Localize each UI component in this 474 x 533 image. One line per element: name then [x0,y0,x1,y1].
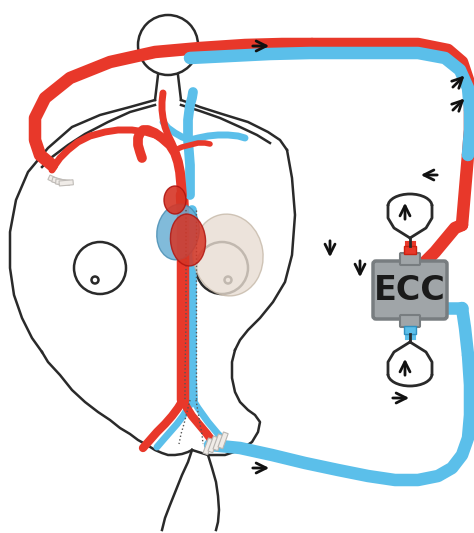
Ellipse shape [164,186,186,214]
FancyBboxPatch shape [400,315,420,327]
Bar [59,180,73,186]
Text: ECC: ECC [374,273,446,306]
Ellipse shape [157,204,199,260]
Bar [218,432,228,449]
Bar [48,175,63,185]
Bar [404,326,416,334]
Ellipse shape [171,214,206,266]
Bar [203,438,213,455]
Bar [213,434,223,451]
Ellipse shape [193,214,263,296]
FancyBboxPatch shape [400,253,420,265]
Bar [404,246,416,254]
Bar [55,179,70,185]
Bar [52,177,66,185]
FancyBboxPatch shape [373,261,447,319]
Bar [208,436,218,453]
